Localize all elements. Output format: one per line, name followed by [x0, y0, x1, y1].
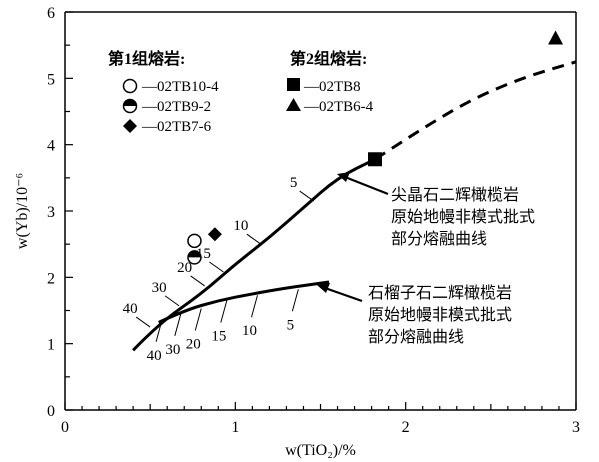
curve-1-melt-tick-30 [174, 313, 182, 336]
y-tick-label-4: 4 [47, 138, 55, 155]
curve-0-melt-label-40: 40 [123, 301, 138, 317]
curve-0-melt-label-20: 20 [177, 260, 192, 276]
garnet-pointer-arrow [324, 286, 363, 303]
curve-1-melt-label-5: 5 [287, 317, 295, 333]
y-tick-label-5: 5 [47, 71, 55, 88]
x-axis-title: w(TiO₂)/% [285, 442, 356, 459]
y-tick-label-0: 0 [47, 403, 55, 420]
garnet-curve-label-line1: 石榴子石二辉橄榄岩 [368, 284, 512, 302]
curve-1-melt-tick-20 [194, 308, 202, 331]
curve-0-melt-label-30: 30 [152, 280, 167, 296]
x-tick-label-1: 1 [231, 419, 239, 436]
curve-0-melt-tick-30 [164, 295, 180, 307]
legend-label-02TB10-4: —02TB10-4 [141, 79, 219, 95]
legend-label-02TB7-6: —02TB7-6 [141, 119, 212, 135]
legend-marker-open-circle [122, 78, 138, 94]
garnet-curve-annotation: 石榴子石二辉橄榄岩 原始地幔非模式批式 部分熔融曲线 [317, 283, 512, 346]
legend: 第1组熔岩: 第2组熔岩: —02TB10-4 —02TB9-2 —02TB7-… [108, 49, 374, 135]
curve-0-melt-tick-5 [299, 190, 314, 202]
curve-1-melt-label-15: 15 [211, 329, 226, 345]
spinel-curve-label-line1: 尖晶石二辉橄榄岩 [391, 186, 519, 204]
curve-0-melt-tick-40 [135, 316, 151, 328]
legend-label-02TB9-2: —02TB9-2 [141, 99, 211, 115]
point-02TB10-4-0 [187, 233, 202, 249]
curve-1-melt-tick-15 [220, 300, 228, 323]
x-tick-label-2: 2 [402, 419, 410, 436]
legend-marker-square [287, 78, 300, 91]
legend-label-02TB8: —02TB8 [303, 79, 361, 95]
curve-1-melt-label-10: 10 [242, 323, 257, 339]
curve-0-dashed [374, 60, 577, 161]
x-tick-label-0: 0 [61, 419, 69, 436]
curve-1-melt-tick-10 [250, 295, 258, 318]
point-02TB6-4-0 [548, 30, 564, 45]
curve-1-melt-label-20: 20 [186, 337, 201, 353]
curve-0-melt-tick-15 [209, 261, 224, 273]
legend-marker-triangle [286, 98, 301, 111]
curve-0-melt-label-10: 10 [233, 218, 248, 234]
spinel-arrow-head [337, 172, 350, 182]
legend-marker-diamond [123, 119, 137, 133]
y-tick-label-3: 3 [47, 204, 55, 221]
garnet-curve-label-line3: 部分熔融曲线 [368, 328, 464, 346]
curve-1-melt-label-30: 30 [165, 342, 180, 358]
y-tick-label-6: 6 [47, 5, 55, 22]
legend-group2-title: 第2组熔岩: [290, 49, 367, 68]
spinel-curve-label-line3: 部分熔融曲线 [391, 230, 487, 248]
data-points [187, 30, 564, 265]
legend-marker-half-circle [122, 98, 138, 114]
curve-1-solid [158, 280, 330, 324]
x-tick-label-3: 3 [572, 419, 580, 436]
legend-group1-title: 第1组熔岩: [108, 49, 185, 68]
garnet-curve-label-line2: 原始地幔非模式批式 [368, 306, 512, 324]
spinel-pointer-arrow [344, 175, 389, 196]
point-02TB7-6-0 [207, 227, 222, 242]
curve-1-melt-label-40: 40 [147, 348, 162, 364]
legend-label-02TB6-4: —02TB6-4 [303, 99, 374, 115]
y-axis-title: w(Yb)/10⁻⁶ [14, 173, 31, 249]
curve-1-melt-tick-5 [291, 289, 299, 312]
curve-0-melt-tick-10 [246, 233, 262, 245]
y-tick-label-1: 1 [47, 337, 55, 354]
tick-marks [64, 11, 577, 411]
curve-0-melt-label-5: 5 [290, 175, 298, 191]
y-tick-label-2: 2 [47, 270, 55, 287]
curve-0-melt-tick-20 [190, 275, 205, 287]
point-02TB8-0 [368, 152, 383, 167]
spinel-curve-label-line2: 原始地幔非模式批式 [391, 208, 535, 226]
curve-0-solid [132, 157, 376, 352]
spinel-curve-annotation: 尖晶石二辉橄榄岩 原始地幔非模式批式 部分熔融曲线 [337, 172, 535, 248]
garnet-arrow-head [317, 283, 330, 293]
curve-1-melt-tick-40 [155, 319, 163, 342]
point-02TB9-2-0 [187, 250, 202, 265]
